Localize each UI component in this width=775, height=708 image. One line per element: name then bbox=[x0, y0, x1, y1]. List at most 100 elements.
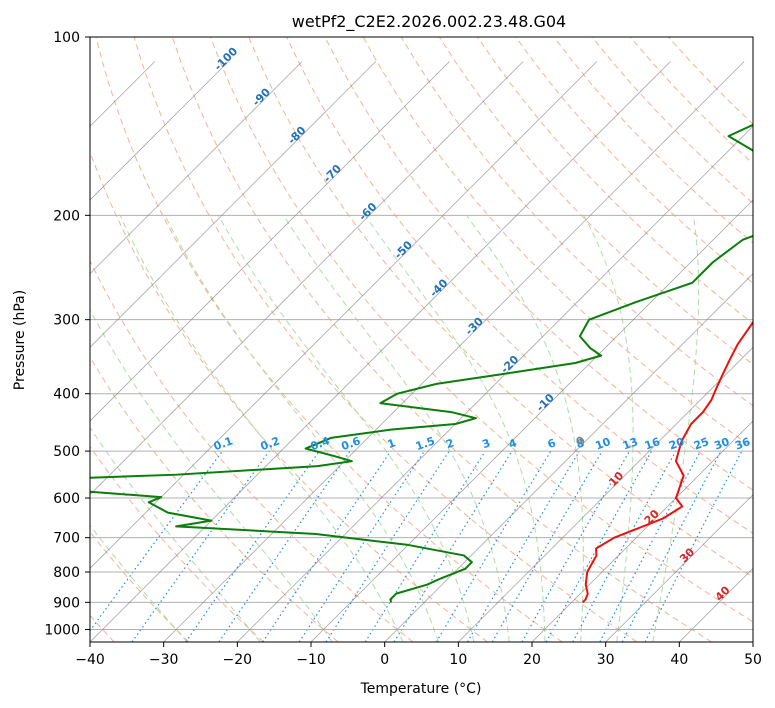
y-tick-label: 800 bbox=[53, 565, 80, 581]
isotherm-line bbox=[237, 125, 753, 642]
mixing-ratio-line bbox=[364, 450, 486, 642]
x-tick-label: −10 bbox=[296, 652, 326, 668]
y-tick-label: 1000 bbox=[44, 622, 80, 638]
mixing-ratio-label: 0.4 bbox=[309, 434, 332, 453]
isotherm-label: 40 bbox=[713, 583, 733, 603]
x-tick-label: −30 bbox=[149, 652, 179, 668]
mixing-ratio-line bbox=[466, 450, 580, 642]
mixing-ratio-label: 30 bbox=[712, 435, 731, 453]
y-tick-label: 400 bbox=[53, 387, 80, 403]
isotherm-line bbox=[605, 494, 753, 642]
mixing-ratio-label: 16 bbox=[643, 435, 662, 453]
x-tick-label: 40 bbox=[670, 652, 688, 668]
moist-adiabat-line bbox=[652, 215, 700, 642]
moist-adiabat-line bbox=[90, 426, 261, 642]
y-tick-label: 600 bbox=[53, 491, 80, 507]
isotherm-line bbox=[163, 61, 745, 642]
y-tick-label: 100 bbox=[53, 30, 80, 46]
mixing-ratio-line bbox=[262, 450, 392, 642]
moist-adiabat-line bbox=[90, 308, 333, 642]
x-tick-label: 20 bbox=[523, 652, 541, 668]
isotherm-label: -40 bbox=[427, 276, 450, 299]
moist-adiabat-line bbox=[364, 215, 546, 642]
mixing-ratio-line bbox=[325, 450, 450, 642]
moist-adiabat-line bbox=[583, 215, 634, 642]
mixing-ratio-label: 0.2 bbox=[259, 434, 282, 453]
dry-adiabat-line bbox=[90, 531, 190, 642]
isotherm-label: -70 bbox=[321, 162, 344, 185]
mixing-ratio-label: 1 bbox=[386, 436, 398, 451]
mixing-ratio-line bbox=[298, 450, 425, 642]
mixing-ratio-label: 13 bbox=[621, 435, 640, 452]
dewpoint-profile-line bbox=[90, 123, 753, 603]
isotherm-label: 20 bbox=[642, 507, 662, 527]
mixing-ratio-label: 10 bbox=[594, 435, 613, 453]
isotherm-line bbox=[531, 420, 753, 642]
x-tick-label: −40 bbox=[75, 652, 105, 668]
isotherm-line bbox=[752, 641, 753, 642]
isotherm-line bbox=[384, 273, 753, 642]
isotherm-label: 10 bbox=[606, 469, 626, 489]
dry-adiabat-line bbox=[171, 37, 712, 642]
isotherm-line bbox=[90, 61, 377, 348]
dry-adiabat-line bbox=[210, 37, 753, 623]
isotherm-label: -80 bbox=[285, 124, 308, 147]
dry-adiabat-line bbox=[324, 37, 753, 491]
isotherm-line bbox=[90, 61, 524, 496]
dry-adiabat-line bbox=[90, 356, 339, 642]
isotherm-line bbox=[90, 61, 450, 422]
mixing-ratio-line bbox=[572, 450, 677, 642]
y-tick-label: 700 bbox=[53, 531, 80, 547]
temperature-profile-line bbox=[582, 320, 753, 604]
isotherm-label: 30 bbox=[677, 545, 697, 565]
mixing-ratio-label: 6 bbox=[546, 436, 558, 451]
x-tick-label: 50 bbox=[744, 652, 762, 668]
dry-adiabat-line bbox=[286, 37, 753, 534]
mixing-ratio-label: 0.6 bbox=[340, 434, 363, 453]
mixing-ratio-label: 2 bbox=[444, 436, 456, 451]
isotherm-label: -100 bbox=[212, 44, 241, 73]
dry-adiabat-line bbox=[90, 259, 414, 642]
mixing-ratio-line bbox=[435, 450, 552, 642]
isotherm-label: -60 bbox=[356, 200, 379, 223]
dry-adiabat-line bbox=[133, 37, 638, 642]
x-tick-label: 30 bbox=[597, 652, 615, 668]
y-tick-label: 900 bbox=[53, 595, 80, 611]
moist-adiabat-line bbox=[466, 215, 584, 642]
mixing-ratio-label: 25 bbox=[692, 435, 711, 452]
isotherm-line bbox=[90, 61, 598, 569]
chart-title: wetPf2_C2E2.2026.002.23.48.G04 bbox=[292, 12, 566, 32]
dry-adiabat-line bbox=[515, 37, 753, 284]
x-axis-title: Temperature (°C) bbox=[360, 681, 482, 697]
y-axis-title: Pressure (hPa) bbox=[12, 290, 28, 390]
mixing-ratio-line bbox=[218, 450, 351, 642]
isotherm-line bbox=[90, 61, 671, 642]
isotherm-line bbox=[90, 61, 303, 275]
mixing-ratio-label: 3 bbox=[480, 436, 492, 451]
dry-adiabat-line bbox=[248, 37, 753, 578]
y-tick-label: 200 bbox=[53, 208, 80, 224]
moist-adiabat-line bbox=[119, 215, 404, 642]
y-tick-label: 300 bbox=[53, 313, 80, 329]
isotherm-label: -30 bbox=[463, 314, 486, 337]
mixing-ratio-label: 20 bbox=[667, 435, 686, 453]
mixing-ratio-label: 36 bbox=[733, 435, 752, 453]
isotherm-label: -90 bbox=[250, 85, 273, 108]
moist-adiabat-line bbox=[90, 524, 188, 642]
moist-adiabat-line bbox=[283, 215, 510, 642]
plot-frame bbox=[89, 36, 754, 643]
moist-adiabat-line bbox=[164, 215, 439, 642]
isotherm-line bbox=[310, 199, 753, 642]
mixing-ratio-label: 8 bbox=[574, 436, 586, 451]
y-tick-label: 500 bbox=[53, 444, 80, 460]
x-tick-label: 10 bbox=[449, 652, 467, 668]
mixing-ratio-line bbox=[131, 450, 270, 642]
mixing-ratio-line bbox=[644, 450, 743, 642]
mixing-ratio-label: 4 bbox=[507, 436, 519, 451]
dry-adiabat-line bbox=[439, 37, 753, 366]
dry-adiabat-line bbox=[90, 150, 488, 642]
dry-adiabat-line bbox=[95, 37, 563, 642]
isotherm-line bbox=[458, 346, 753, 642]
isotherm-label: -10 bbox=[534, 391, 557, 414]
